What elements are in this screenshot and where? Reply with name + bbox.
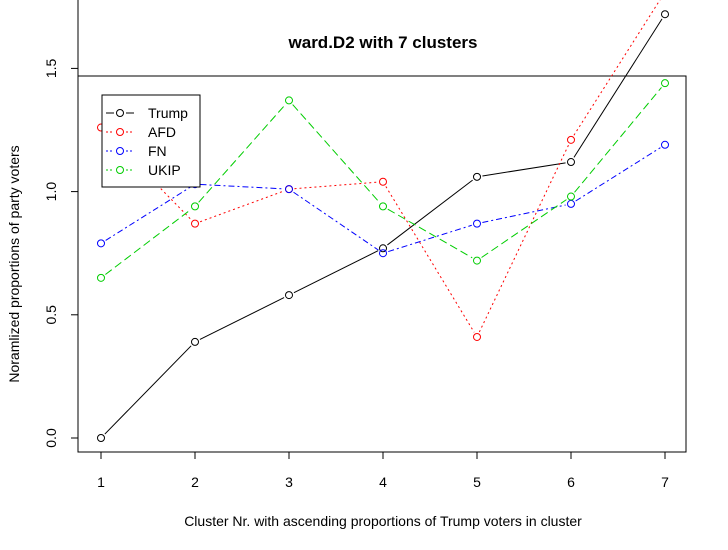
data-point bbox=[379, 244, 387, 253]
legend-label: FN bbox=[148, 143, 167, 159]
data-point bbox=[97, 239, 105, 248]
series-layer bbox=[97, 0, 669, 442]
legend-marker bbox=[116, 128, 124, 136]
series-line-segment bbox=[293, 250, 379, 294]
y-tick-label: 0.0 bbox=[43, 428, 59, 448]
data-point bbox=[473, 256, 481, 265]
y-axis: 0.00.51.01.52.02.5 bbox=[43, 0, 79, 448]
series-line-segment bbox=[200, 183, 284, 190]
data-point bbox=[379, 177, 387, 186]
series-line-segment bbox=[388, 224, 472, 253]
data-point bbox=[567, 135, 575, 144]
legend-item-afd: AFD bbox=[106, 124, 176, 140]
series-line-segment bbox=[293, 191, 379, 251]
x-tick-label: 2 bbox=[191, 474, 199, 490]
series-line-segment bbox=[385, 186, 475, 333]
series-line-segment bbox=[575, 147, 661, 202]
series-line-segment bbox=[574, 87, 662, 193]
legend-marker bbox=[116, 166, 124, 174]
series-line-segment bbox=[573, 0, 661, 136]
series-line-segment bbox=[198, 104, 286, 203]
x-tick-label: 4 bbox=[379, 474, 387, 490]
series-line-segment bbox=[294, 181, 378, 190]
series-line-segment bbox=[199, 190, 285, 223]
series-trump bbox=[97, 10, 669, 442]
data-point bbox=[191, 337, 199, 346]
data-point bbox=[473, 219, 481, 228]
data-point bbox=[567, 192, 575, 201]
series-line-segment bbox=[478, 144, 570, 333]
y-tick-label: 0.5 bbox=[43, 305, 59, 325]
data-point bbox=[285, 96, 293, 105]
x-tick-label: 6 bbox=[567, 474, 575, 490]
data-point bbox=[379, 249, 387, 258]
series-line-segment bbox=[481, 199, 567, 258]
series-line-segment bbox=[199, 297, 285, 340]
series-line-segment bbox=[105, 209, 191, 275]
data-point bbox=[567, 199, 575, 208]
legend-item-fn: FN bbox=[106, 143, 167, 159]
legend-label: Trump bbox=[148, 105, 188, 121]
series-line-segment bbox=[573, 18, 663, 158]
legend-marker bbox=[116, 147, 124, 155]
data-point bbox=[285, 291, 293, 300]
data-point bbox=[191, 219, 199, 228]
data-point bbox=[473, 172, 481, 181]
x-axis-label: Cluster Nr. with ascending proportions o… bbox=[184, 513, 582, 529]
legend-item-trump: Trump bbox=[106, 105, 188, 121]
data-point bbox=[661, 79, 669, 88]
series-line-segment bbox=[387, 179, 473, 246]
legend-label: UKIP bbox=[148, 162, 181, 178]
x-tick-label: 3 bbox=[285, 474, 293, 490]
series-line-segment bbox=[482, 204, 566, 223]
y-tick-label: 1.5 bbox=[43, 58, 59, 78]
series-line-segment bbox=[387, 208, 473, 259]
x-axis: 1 2 3 4 5 6 7 bbox=[97, 451, 669, 490]
data-point bbox=[379, 202, 387, 211]
data-point bbox=[567, 158, 575, 167]
series-line-segment bbox=[482, 162, 566, 177]
data-point bbox=[97, 273, 105, 282]
legend: Trump AFD FN UKIP bbox=[101, 94, 201, 188]
data-point bbox=[473, 332, 481, 341]
legend-marker bbox=[116, 109, 124, 117]
y-axis-label: Noramlized proportions of party voters bbox=[6, 145, 22, 382]
legend-label: AFD bbox=[148, 124, 176, 140]
x-tick-label: 1 bbox=[97, 474, 105, 490]
series-ukip bbox=[97, 79, 669, 282]
x-tick-label: 5 bbox=[473, 474, 481, 490]
data-point bbox=[285, 185, 293, 194]
data-point bbox=[661, 140, 669, 149]
x-tick-label: 7 bbox=[661, 474, 669, 490]
chart-title: ward.D2 with 7 clusters bbox=[288, 33, 478, 52]
data-point bbox=[661, 10, 669, 19]
series-line-segment bbox=[292, 104, 380, 203]
legend-item-ukip: UKIP bbox=[106, 162, 181, 178]
y-tick-label: 1.0 bbox=[43, 182, 59, 202]
data-point bbox=[97, 434, 105, 442]
series-line-segment bbox=[105, 186, 191, 241]
data-point bbox=[191, 202, 199, 211]
series-line-segment bbox=[104, 345, 192, 435]
